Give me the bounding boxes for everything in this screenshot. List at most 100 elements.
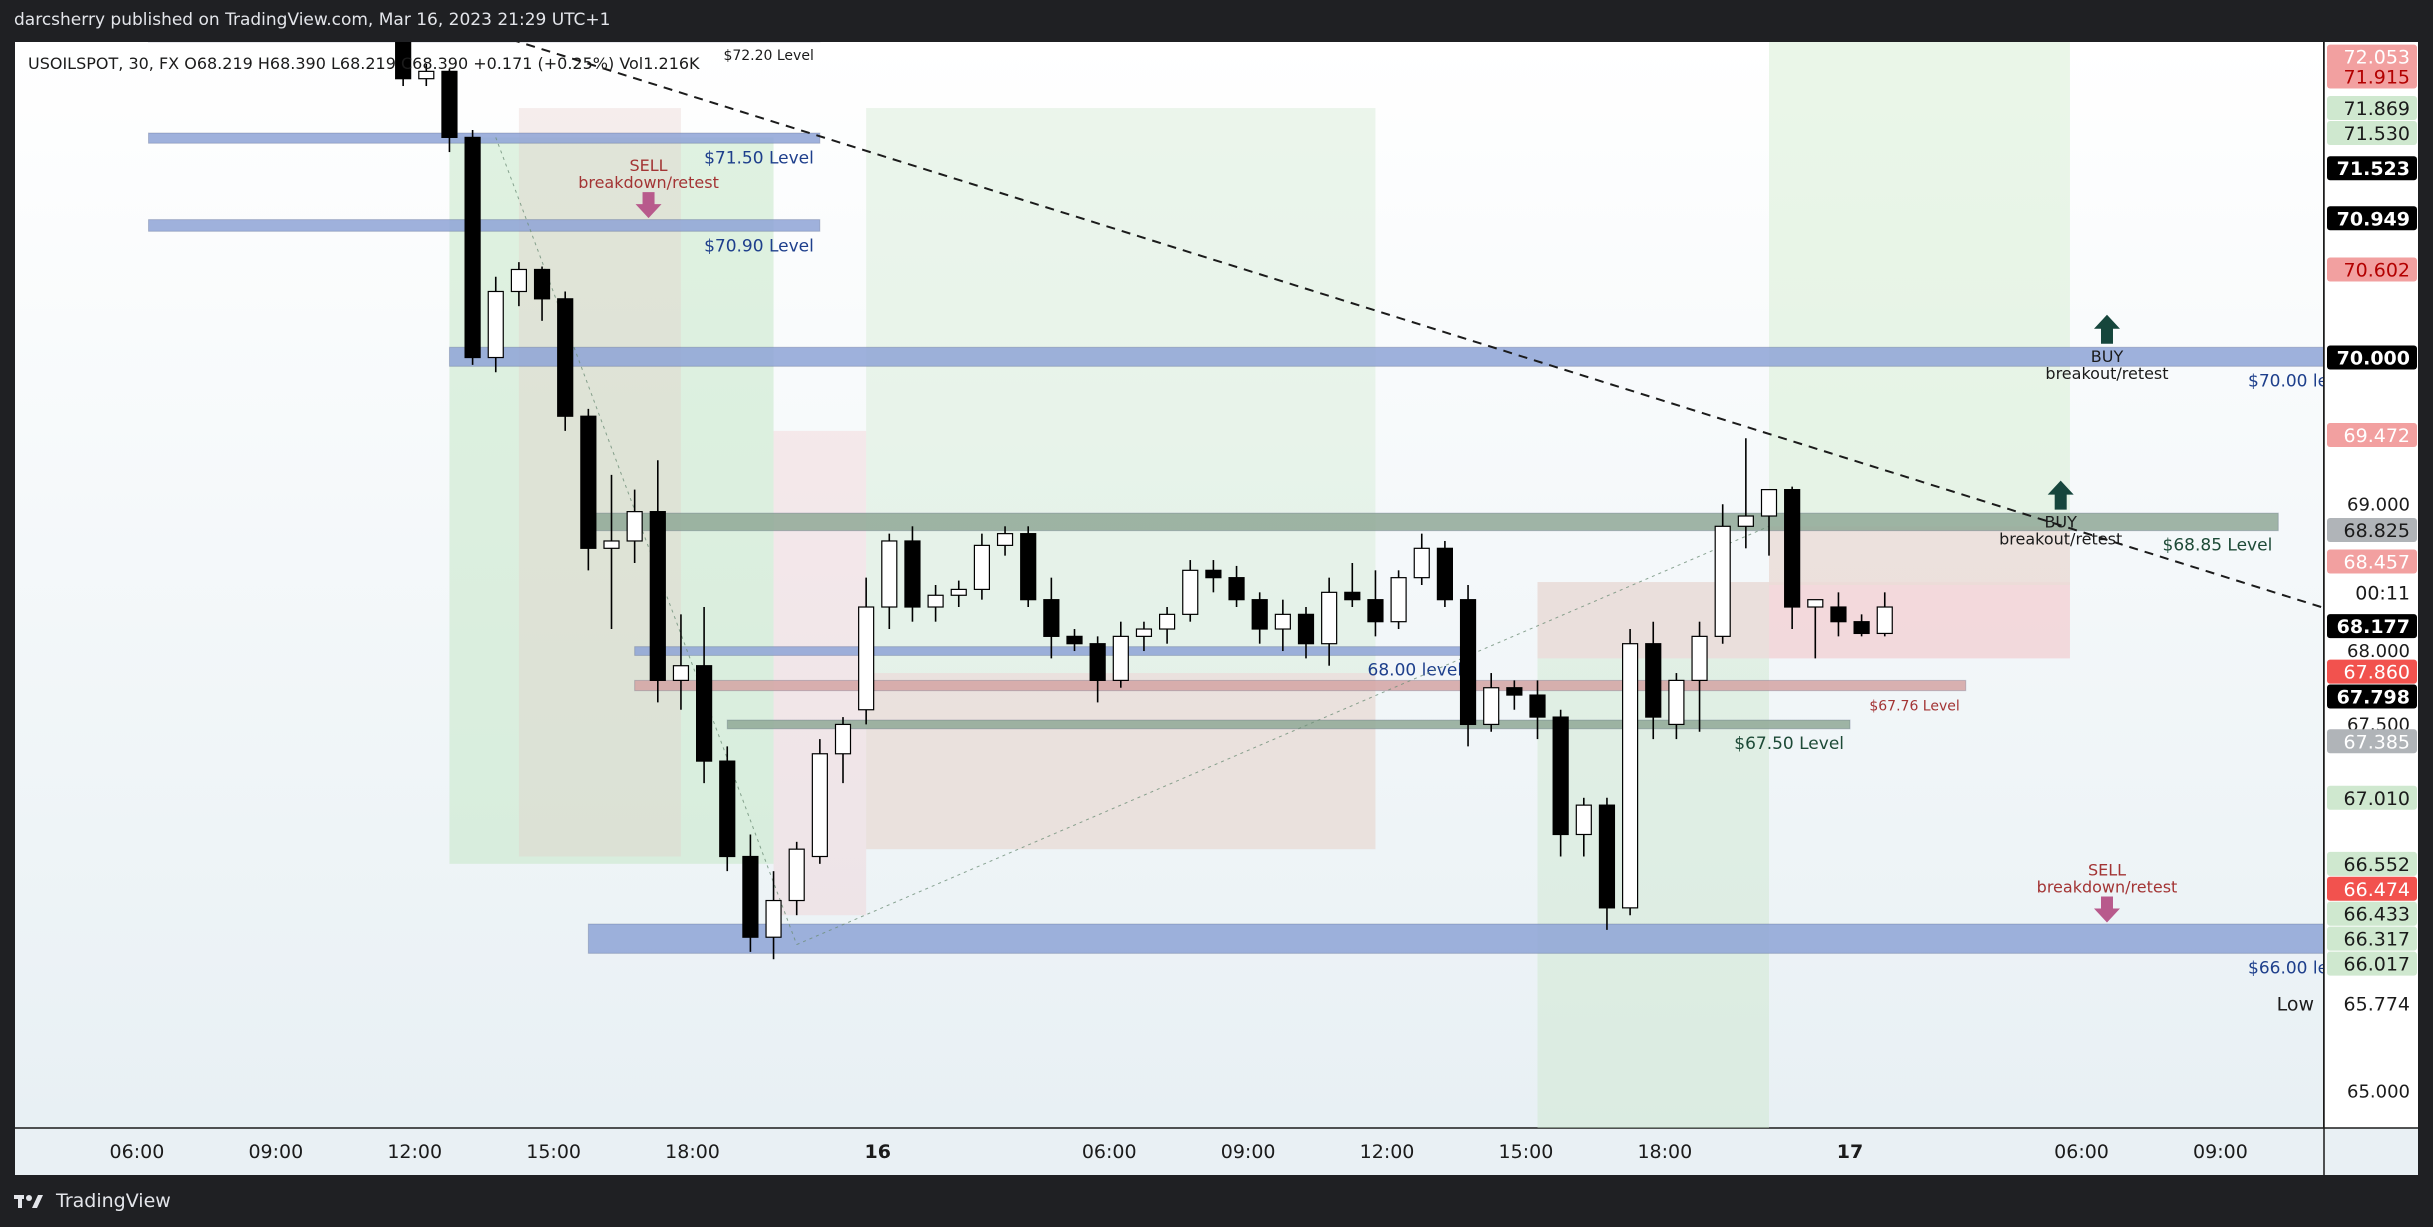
candle-body[interactable]: [1297, 613, 1315, 645]
candle-body[interactable]: [1598, 804, 1616, 909]
candle-body[interactable]: [858, 606, 875, 711]
candle-body[interactable]: [996, 533, 1014, 546]
candle-body[interactable]: [1251, 599, 1268, 630]
level-zone[interactable]: [148, 132, 821, 144]
level-zone[interactable]: [587, 923, 2359, 954]
candle-body[interactable]: [626, 511, 643, 542]
candle-body[interactable]: [395, 20, 412, 80]
candle-body[interactable]: [1436, 547, 1454, 601]
x-tick-label: 09:00: [248, 1141, 303, 1163]
candle-body[interactable]: [1182, 569, 1199, 615]
candle-body[interactable]: [1158, 613, 1176, 630]
candle-body[interactable]: [487, 290, 504, 359]
candle-body[interactable]: [1228, 577, 1245, 601]
tradingview-footer[interactable]: TradingView: [14, 1188, 171, 1214]
candle-body[interactable]: [672, 665, 690, 681]
candle-body[interactable]: [811, 753, 828, 858]
candle-body[interactable]: [1459, 599, 1477, 726]
candle-body[interactable]: [927, 594, 944, 608]
candle-body[interactable]: [441, 70, 458, 138]
candle-body[interactable]: [1483, 687, 1500, 726]
candle-body[interactable]: [1344, 591, 1361, 601]
candle-body[interactable]: [765, 899, 782, 938]
candle-body[interactable]: [533, 268, 551, 300]
candle-body[interactable]: [1830, 606, 1847, 623]
candle-body[interactable]: [1876, 606, 1893, 635]
candle-body[interactable]: [280, 5, 295, 12]
candle-body[interactable]: [1135, 628, 1153, 637]
price-tag-value: 65.774: [2344, 993, 2410, 1015]
candle-body[interactable]: [164, 0, 179, 5]
candle-body[interactable]: [1321, 591, 1338, 645]
price-tag-value: 68.177: [2337, 616, 2410, 638]
candle-body[interactable]: [1043, 599, 1060, 637]
candle-body[interactable]: [719, 760, 736, 858]
candle-body[interactable]: [580, 415, 597, 549]
candle-body[interactable]: [326, 0, 341, 13]
candle-body[interactable]: [1112, 635, 1129, 681]
candle-body[interactable]: [603, 540, 620, 549]
time-axis[interactable]: [15, 1128, 2418, 1175]
candle-body[interactable]: [1575, 804, 1592, 836]
candle-body[interactable]: [649, 511, 666, 681]
level-zone[interactable]: [634, 679, 1967, 692]
candle-body[interactable]: [973, 544, 991, 591]
candle-body[interactable]: [373, 0, 388, 20]
candle-body[interactable]: [788, 848, 805, 902]
candle-body[interactable]: [904, 540, 921, 608]
trendline[interactable]: [496, 35, 2429, 641]
candle-body[interactable]: [1367, 599, 1384, 623]
level-zone[interactable]: [726, 719, 1851, 730]
candle-body[interactable]: [141, 13, 156, 15]
candle-body[interactable]: [834, 723, 852, 755]
price-tag: 67.385: [2327, 729, 2417, 754]
level-zone[interactable]: [148, 219, 821, 232]
candle-body[interactable]: [1668, 679, 1685, 726]
candle-body[interactable]: [950, 588, 967, 596]
candle-body[interactable]: [1645, 643, 1662, 718]
candle-body[interactable]: [1760, 489, 1778, 517]
level-zone[interactable]: [587, 512, 2279, 532]
candle-body[interactable]: [1552, 716, 1569, 836]
candle-body[interactable]: [1089, 643, 1106, 681]
candle-body[interactable]: [881, 540, 898, 608]
candle-body[interactable]: [1853, 621, 1870, 635]
candle-body[interactable]: [257, 13, 272, 28]
candle-body[interactable]: [1390, 577, 1407, 623]
candle-body[interactable]: [1737, 515, 1754, 527]
x-tick-label: 17: [1837, 1141, 1863, 1163]
candle-body[interactable]: [557, 298, 574, 417]
candle-body[interactable]: [1784, 489, 1801, 608]
candle-body[interactable]: [1529, 694, 1546, 718]
candle-body[interactable]: [742, 855, 759, 938]
candle-body[interactable]: [303, 0, 318, 5]
candle-body[interactable]: [1205, 569, 1222, 579]
candle-body[interactable]: [234, 5, 249, 20]
candle-body[interactable]: [1691, 635, 1708, 681]
symbol-info[interactable]: USOILSPOT, 30, FX O68.219 H68.390 L68.21…: [28, 54, 700, 73]
candle-body[interactable]: [1066, 635, 1083, 645]
candle-body[interactable]: [1807, 599, 1824, 608]
candle-body[interactable]: [1621, 643, 1639, 909]
candle-body[interactable]: [464, 136, 481, 359]
candle-body[interactable]: [1714, 525, 1731, 637]
level-zone[interactable]: [448, 346, 2359, 367]
candle-body[interactable]: [695, 665, 713, 762]
sell-arrow-icon[interactable]: SELL breakdown/retest$72.50 Level: [397, 0, 581, 20]
level-zone[interactable]: [148, 26, 821, 43]
candle-body[interactable]: [510, 268, 527, 293]
candle-body[interactable]: [1274, 613, 1291, 630]
candle-body[interactable]: [1413, 547, 1430, 579]
candle-body[interactable]: [1506, 687, 1523, 696]
price-tag-value: 71.915: [2344, 66, 2410, 88]
candle-body[interactable]: [210, 0, 225, 5]
candle-body[interactable]: [1020, 533, 1037, 601]
candle-body[interactable]: [349, 0, 364, 13]
candle-body[interactable]: [418, 70, 435, 80]
x-tick-label: 12:00: [387, 1141, 442, 1163]
